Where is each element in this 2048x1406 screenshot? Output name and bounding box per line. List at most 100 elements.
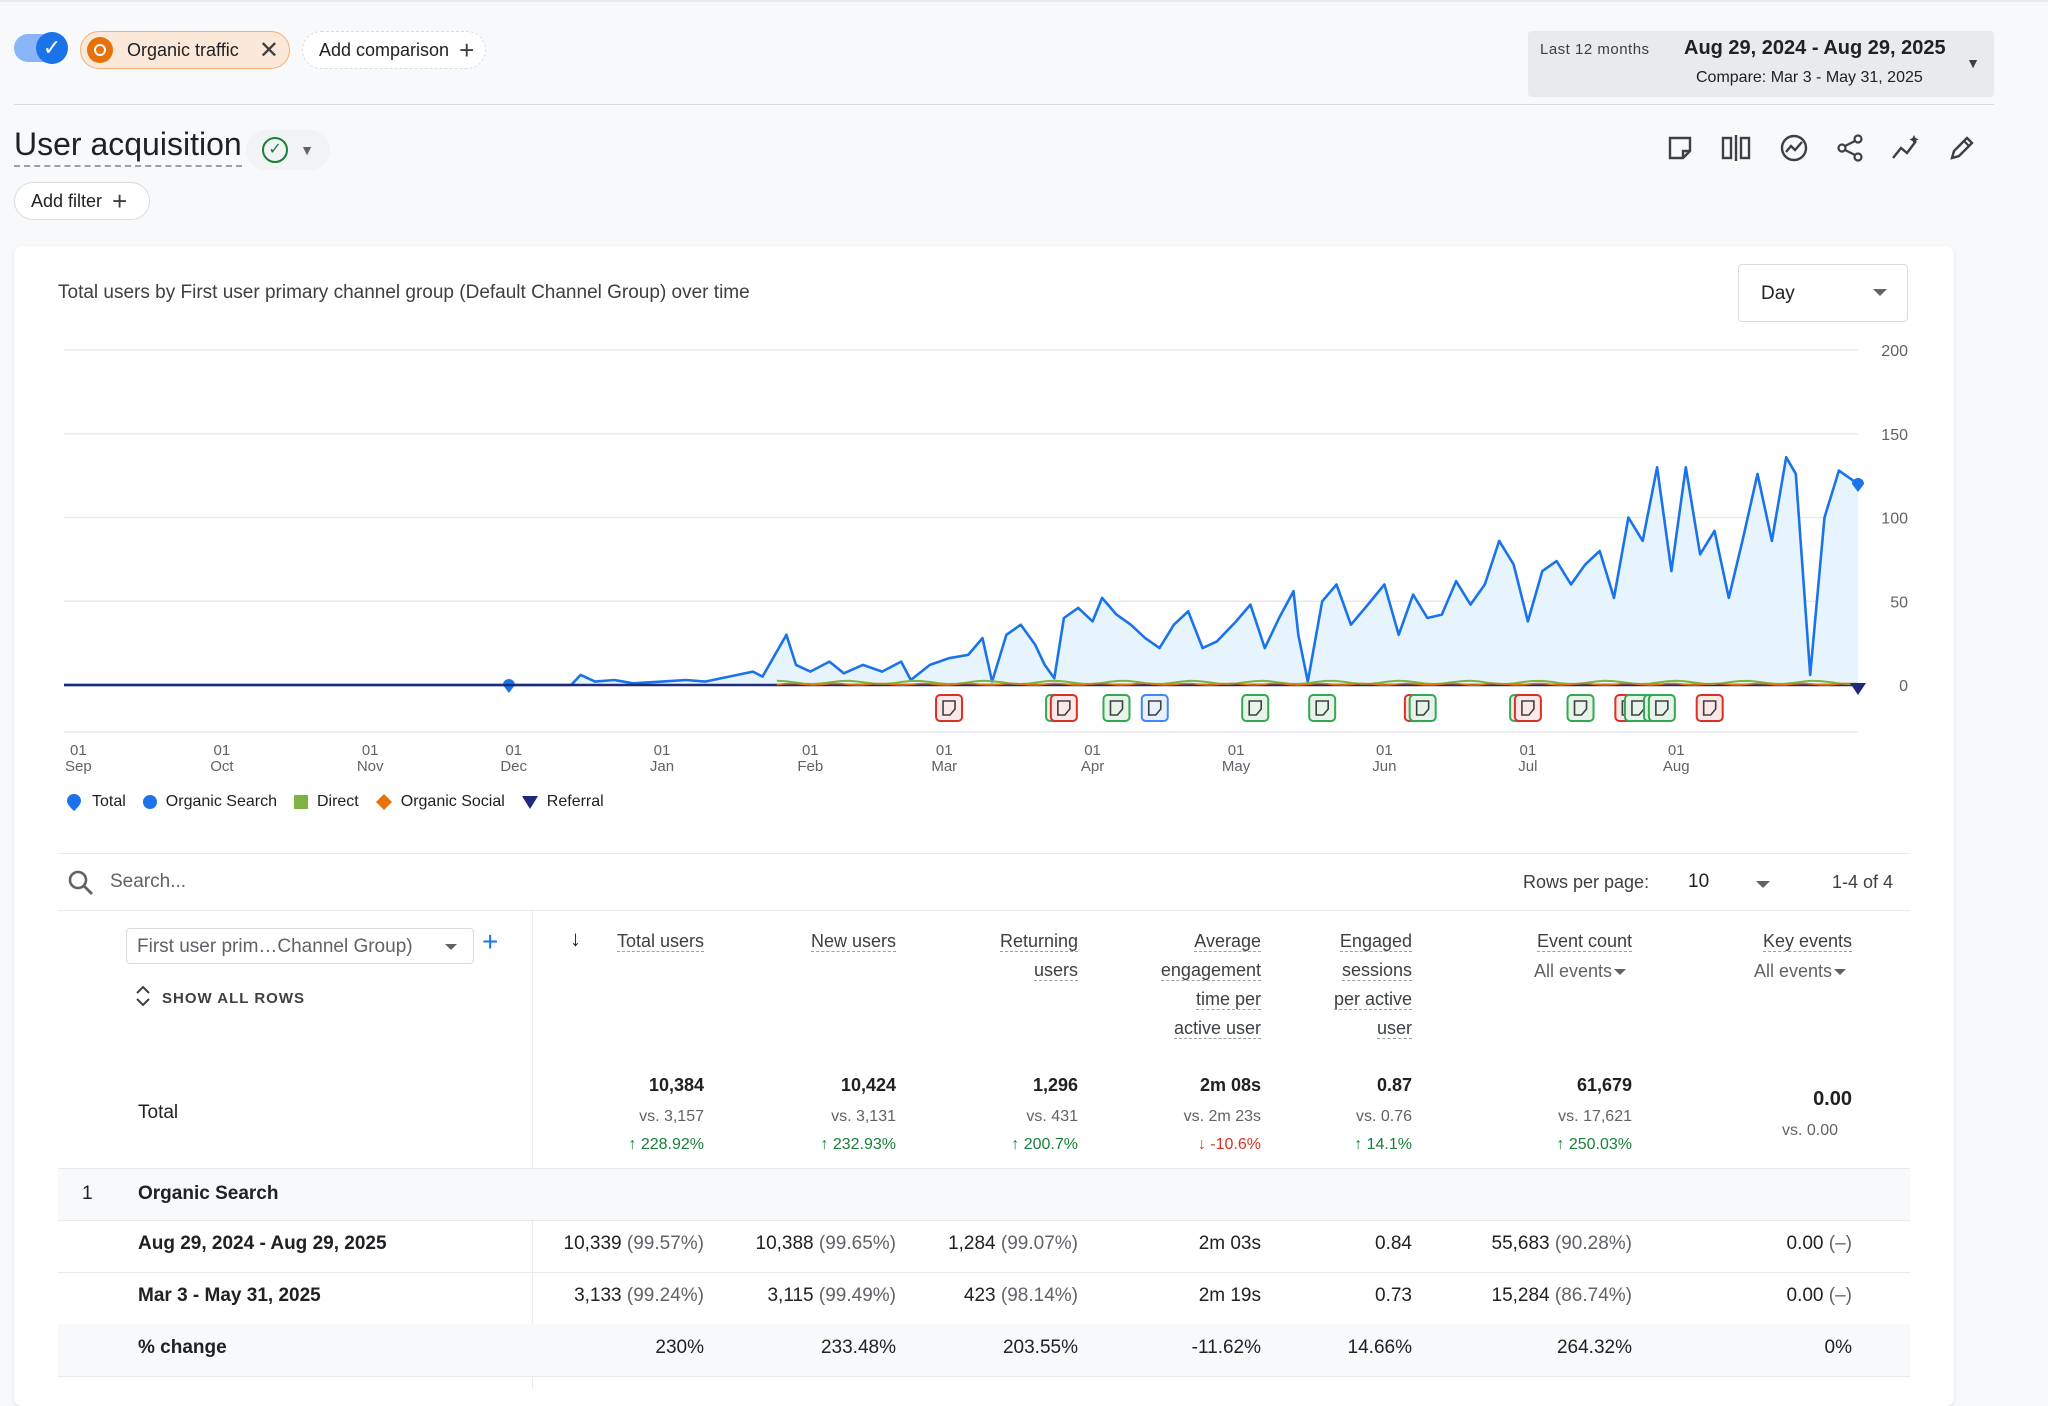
annotation-note-icon[interactable]: [1049, 694, 1078, 722]
y-tick-label: 100: [1881, 511, 1908, 528]
x-tick-month: May: [1222, 758, 1251, 775]
column-header-label: Key events: [1762, 931, 1852, 952]
legend-item-total[interactable]: Total: [64, 792, 126, 812]
dropdown-arrow-icon[interactable]: [1614, 969, 1626, 975]
edit-pencil-icon[interactable]: [1942, 128, 1982, 168]
table-search-input[interactable]: Search...: [110, 871, 187, 892]
column-header[interactable]: Key events: [1652, 927, 1852, 956]
search-icon[interactable]: [66, 868, 96, 898]
x-tick-month: Jan: [650, 758, 674, 775]
x-tick-day: 01: [1376, 742, 1393, 759]
dimension-select[interactable]: First user prim…Channel Group): [126, 928, 474, 964]
x-axis-ticks: 01Sep01Oct01Nov01Dec01Jan01Feb01Mar01Apr…: [64, 731, 1858, 775]
cell-value: 423: [963, 1285, 996, 1306]
annotation-note-icon[interactable]: [1695, 694, 1724, 722]
date-preset-label: Last 12 months: [1540, 41, 1650, 58]
legend-item-referral[interactable]: Referral: [521, 793, 604, 811]
legend-item-organic-search[interactable]: Organic Search: [142, 793, 277, 811]
total-compare-value: vs. 0.76: [1355, 1108, 1412, 1125]
x-tick-day: 01: [505, 742, 522, 759]
granularity-select[interactable]: Day: [1738, 264, 1908, 322]
annotation-note-icon[interactable]: [1140, 694, 1169, 722]
rows-per-page-select[interactable]: 10: [1688, 871, 1710, 892]
cell-percent: (99.24%): [621, 1285, 704, 1306]
cell-value: -11.62%: [1191, 1337, 1261, 1358]
note-glyph: [1109, 700, 1124, 716]
change-row-band: [58, 1324, 1910, 1376]
cell-value: 233.48%: [820, 1337, 896, 1358]
sort-arrow-icon[interactable]: ↓: [570, 926, 581, 951]
total-value: 10,384: [648, 1075, 704, 1095]
comparison-toggle[interactable]: ✓: [14, 32, 68, 64]
note-glyph: [1702, 700, 1717, 716]
expand-collapse-icon[interactable]: [134, 984, 152, 1008]
column-header[interactable]: Average engagement time per active user: [1061, 927, 1261, 1043]
cell-value: 0.84: [1375, 1233, 1412, 1254]
granularity-value: Day: [1761, 283, 1795, 304]
comparison-chip-organic-traffic[interactable]: Organic traffic ✕: [80, 31, 290, 69]
check-circle-icon: ✓: [262, 137, 289, 163]
annotation-note-icon[interactable]: [1647, 694, 1676, 722]
close-icon[interactable]: ✕: [258, 36, 279, 64]
share-icon[interactable]: [1830, 128, 1870, 168]
x-tick-day: 01: [1520, 742, 1537, 759]
row-label: Mar 3 - May 31, 2025: [138, 1285, 321, 1306]
add-dimension-button[interactable]: +: [482, 926, 499, 957]
insights-icon[interactable]: [1774, 128, 1814, 168]
legend-item-organic-social[interactable]: Organic Social: [375, 793, 505, 811]
table-cell: 203.55%: [818, 1337, 1078, 1359]
x-tick-month: Mar: [931, 758, 957, 775]
table-cell: 233.48%: [636, 1337, 896, 1359]
annotation-note-icon[interactable]: [1308, 694, 1337, 722]
annotation-note-icon[interactable]: [1513, 694, 1542, 722]
total-value: 61,679: [1576, 1075, 1632, 1095]
column-header[interactable]: Engaged sessions per active user: [1212, 927, 1412, 1043]
page-title[interactable]: User acquisition: [14, 126, 242, 167]
column-header[interactable]: Returning users: [878, 927, 1078, 985]
date-range-picker[interactable]: Last 12 months Aug 29, 2024 - Aug 29, 20…: [1528, 31, 1994, 97]
column-header-label: user: [1376, 1018, 1412, 1039]
x-tick-month: Jun: [1372, 758, 1396, 775]
legend-label: Referral: [546, 793, 604, 810]
annotation-box: [935, 694, 964, 722]
annotation-note-icon[interactable]: [1241, 694, 1270, 722]
legend-item-direct[interactable]: Direct: [293, 793, 359, 811]
annotation-note-icon[interactable]: [1102, 694, 1131, 722]
add-filter-button[interactable]: Add filter +: [14, 182, 150, 220]
add-comparison-button[interactable]: Add comparison +: [302, 31, 486, 69]
compare-columns-icon[interactable]: [1716, 128, 1756, 168]
annotation-box: [1049, 694, 1078, 722]
trend-sparkle-icon[interactable]: [1886, 128, 1926, 168]
column-header[interactable]: Event count: [1432, 927, 1632, 956]
dropdown-arrow-icon[interactable]: [1756, 881, 1770, 888]
note-glyph: [1521, 700, 1535, 716]
plus-icon: +: [112, 185, 128, 216]
cell-value: 0.00: [1786, 1233, 1824, 1254]
legend-label: Organic Social: [400, 793, 505, 810]
column-header[interactable]: Total users: [504, 927, 704, 956]
annotation-note-icon[interactable]: [1408, 694, 1437, 722]
note-glyph: [1573, 700, 1588, 716]
dropdown-arrow-icon[interactable]: [1834, 969, 1846, 975]
plus-icon: +: [459, 34, 475, 65]
total-change: ↑ 232.93%: [820, 1136, 896, 1153]
check-icon: ✓: [36, 32, 68, 64]
cell-percent: (99.65%): [813, 1233, 896, 1254]
annotation-note-icon[interactable]: [1566, 694, 1595, 722]
notes-icon[interactable]: [1660, 128, 1700, 168]
y-tick-label: 150: [1881, 427, 1908, 444]
chevron-down-icon: ▼: [1966, 55, 1980, 71]
annotation-markers[interactable]: [935, 694, 1724, 722]
divider: [58, 1376, 1910, 1377]
total-compare-value: vs. 431: [1026, 1108, 1078, 1125]
event-filter-select[interactable]: All events: [1753, 961, 1832, 981]
annotation-box: [1647, 694, 1676, 722]
column-header[interactable]: New users: [696, 927, 896, 956]
event-filter-select[interactable]: All events: [1533, 961, 1612, 981]
annotation-note-icon[interactable]: [935, 694, 964, 722]
show-all-rows-button[interactable]: SHOW ALL ROWS: [162, 990, 305, 1007]
report-status-dropdown[interactable]: ✓ ▼: [246, 130, 330, 170]
x-tick-month: Oct: [210, 758, 234, 775]
cell-percent: (98.14%): [995, 1285, 1078, 1306]
